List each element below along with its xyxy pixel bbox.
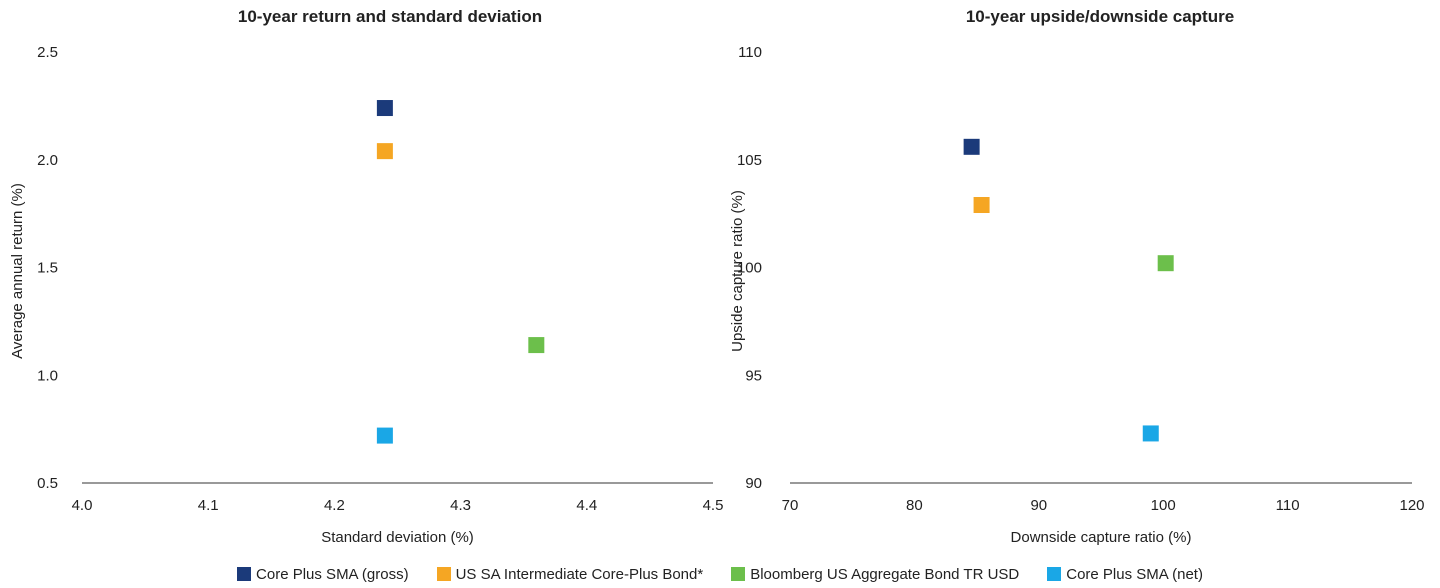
legend-item-us-sa-core-plus-bond: US SA Intermediate Core-Plus Bond* xyxy=(436,565,704,583)
data-point xyxy=(376,100,393,117)
data-point xyxy=(1142,425,1159,442)
y-axis-label: Upside capture ratio (%) xyxy=(729,190,746,352)
data-point xyxy=(973,197,990,214)
legend-label-core-plus-net: Core Plus SMA (net) xyxy=(1066,565,1203,583)
data-point xyxy=(376,143,393,160)
data-point xyxy=(1157,255,1174,272)
legend-label-bloomberg-aggregate: Bloomberg US Aggregate Bond TR USD xyxy=(750,565,1020,583)
legend-swatch-bloomberg-aggregate xyxy=(731,567,746,581)
x-tick-label: 110 xyxy=(1276,497,1300,514)
y-tick-label: 95 xyxy=(745,367,762,384)
x-tick-label: 80 xyxy=(906,497,923,514)
legend-item-bloomberg-aggregate: Bloomberg US Aggregate Bond TR USD xyxy=(731,566,1019,583)
x-tick-label: 4.1 xyxy=(198,497,219,514)
legend-item-core-plus-net: Core Plus SMA (net) xyxy=(1047,566,1203,583)
data-point xyxy=(528,337,545,354)
charts-canvas: 10-year return and standard deviation 4.0… xyxy=(9,7,1425,546)
return-vs-stddev-chart: 10-year return and standard deviation 4.0… xyxy=(9,7,723,546)
legend-label-core-plus-gross: Core Plus SMA (gross) xyxy=(256,565,409,583)
y-tick-label: 105 xyxy=(737,152,762,169)
legend-swatch-us-sa-core-plus-bond xyxy=(436,567,451,581)
y-tick-label: 110 xyxy=(738,44,762,61)
legend-item-core-plus-gross: Core Plus SMA (gross) xyxy=(237,566,409,583)
data-point xyxy=(963,138,980,155)
chart-legend: Core Plus SMA (gross) US SA Intermediate… xyxy=(0,563,1440,585)
x-tick-label: 4.5 xyxy=(703,497,724,514)
x-tick-label: 4.2 xyxy=(324,497,345,514)
y-tick-label: 2.5 xyxy=(37,44,58,61)
upside-downside-capture-chart: 10-year upside/downside capture 70 80 90 100… xyxy=(729,7,1425,546)
x-tick-label: 4.3 xyxy=(450,497,471,514)
legend-label-us-sa-core-plus-bond: US SA Intermediate Core-Plus Bond* xyxy=(455,565,704,583)
y-tick-label: 1.0 xyxy=(37,367,58,384)
chart-title: 10-year return and standard deviation xyxy=(238,7,542,26)
y-tick-label: 90 xyxy=(745,475,762,492)
x-axis-label: Downside capture ratio (%) xyxy=(1011,529,1192,546)
y-axis-label: Average annual return (%) xyxy=(9,183,26,359)
x-tick-label: 4.0 xyxy=(72,497,93,514)
x-tick-label: 70 xyxy=(782,497,799,514)
y-tick-label: 1.5 xyxy=(37,260,58,277)
x-tick-label: 90 xyxy=(1030,497,1047,514)
x-tick-label: 4.4 xyxy=(576,497,597,514)
data-point xyxy=(376,427,393,444)
x-tick-label: 120 xyxy=(1399,497,1424,514)
chart-title: 10-year upside/downside capture xyxy=(966,7,1234,26)
y-tick-label: 2.0 xyxy=(37,152,58,169)
y-tick-label: 100 xyxy=(737,260,762,277)
y-tick-label: 0.5 xyxy=(37,475,58,492)
x-axis-label: Standard deviation (%) xyxy=(321,529,474,546)
x-tick-label: 100 xyxy=(1151,497,1176,514)
legend-swatch-core-plus-net xyxy=(1047,567,1062,581)
legend-swatch-core-plus-gross xyxy=(237,567,252,581)
